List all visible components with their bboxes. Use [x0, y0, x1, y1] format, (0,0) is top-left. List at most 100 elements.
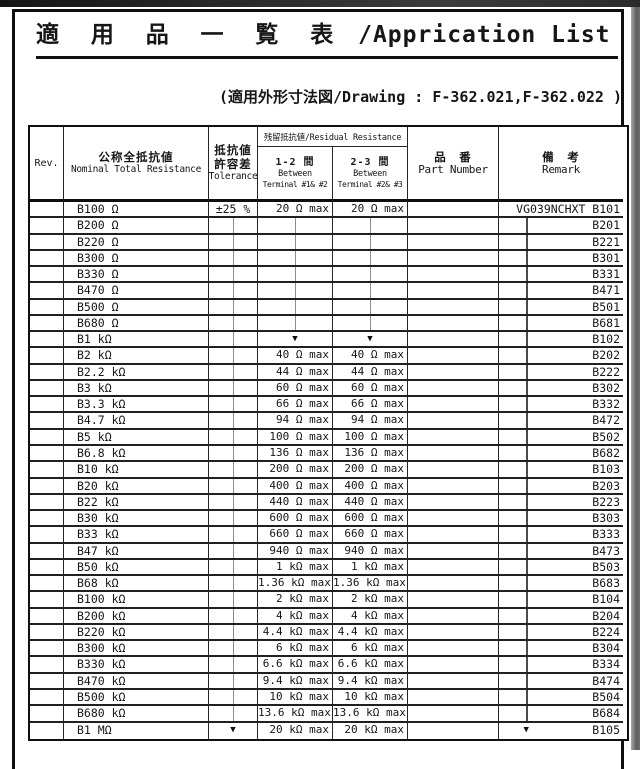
ditto-continuation-line — [526, 397, 528, 412]
residual-1-2-cell: 40 Ω max — [258, 348, 333, 365]
cell-value: 940 Ω max — [344, 543, 404, 557]
cell-value: B102 — [592, 332, 620, 347]
resistance-cell: B10 kΩ — [64, 462, 209, 479]
rev-cell — [30, 608, 64, 625]
part-number-cell — [408, 592, 499, 609]
cell-value: B5 kΩ — [77, 429, 112, 444]
cell-value: B470 kΩ — [77, 673, 126, 688]
ditto-continuation-line — [526, 624, 528, 640]
cell-value: B2 kΩ — [77, 348, 112, 363]
rev-cell — [30, 267, 64, 284]
cell-value: B10 kΩ — [77, 462, 119, 477]
tolerance-cell — [209, 559, 258, 577]
ditto-continuation-line — [370, 315, 371, 331]
ditto-continuation-line — [526, 299, 528, 314]
ditto-continuation-line — [526, 234, 528, 249]
residual-1-2-cell — [258, 218, 333, 235]
cell-value: VG039NCHXT B101 — [516, 202, 620, 216]
ditto-continuation-line — [526, 348, 528, 363]
tolerance-cell — [209, 315, 258, 333]
remark-cell: B682 — [499, 445, 623, 463]
cell-value: B500 Ω — [77, 299, 119, 314]
resistance-cell: B22 kΩ — [64, 494, 209, 512]
residual-2-3-cell: 600 Ω max — [333, 511, 408, 528]
header-between-1-2-en2: Terminal #1& #2 — [262, 179, 328, 189]
ditto-continuation-line — [526, 657, 528, 672]
resistance-cell: B6.8 kΩ — [64, 445, 209, 463]
cell-value: 2 kΩ max — [351, 592, 404, 606]
remark-cell: B333 — [499, 527, 623, 544]
cell-value: 400 Ω max — [269, 478, 329, 492]
header-tolerance: 抵抗値 許容差 Tolerance — [209, 127, 258, 202]
resistance-cell: B100 Ω — [64, 202, 209, 219]
remark-cell: B473 — [499, 543, 623, 560]
remark-cell: B683 — [499, 576, 623, 593]
residual-1-2-cell — [258, 267, 333, 284]
ditto-continuation-line — [233, 283, 234, 298]
header-between-2-3-en2: Terminal #2& #3 — [337, 179, 403, 189]
rev-cell — [30, 348, 64, 365]
cell-value: 13.6 kΩ max — [258, 706, 331, 720]
part-number-cell — [408, 511, 499, 528]
header-rev-label: Rev. — [34, 157, 59, 169]
ditto-continuation-line — [370, 267, 371, 282]
residual-1-2-cell: 4 kΩ max — [258, 608, 333, 625]
scan-right-edge — [631, 0, 640, 750]
cell-value: 4 kΩ max — [351, 608, 404, 622]
cell-value: B331 — [592, 267, 620, 282]
cell-value: B681 — [592, 315, 620, 330]
header-nominal-resistance: 公称全抵抗値 Nominal Total Resistance — [64, 127, 209, 202]
tolerance-cell — [209, 689, 258, 707]
resistance-cell: B68 kΩ — [64, 576, 209, 593]
cell-value: 6.6 kΩ max — [262, 657, 329, 671]
ditto-continuation-line — [233, 429, 234, 444]
cell-value: B201 — [592, 218, 620, 233]
cell-value: B68 kΩ — [77, 576, 119, 591]
ditto-continuation-line — [233, 397, 234, 412]
residual-2-3-cell: 94 Ω max — [333, 413, 408, 430]
tolerance-cell — [209, 364, 258, 381]
residual-1-2-cell: 6 kΩ max — [258, 641, 333, 658]
cell-value: B47 kΩ — [77, 543, 119, 558]
remark-cell: B224 — [499, 624, 623, 642]
cell-value: 1 kΩ max — [276, 559, 329, 573]
remark-cell: ▼ B105 — [499, 723, 623, 739]
remark-cell: B223 — [499, 494, 623, 512]
cell-value: B50 kΩ — [77, 559, 119, 574]
remark-cell: B301 — [499, 250, 623, 268]
tolerance-cell — [209, 592, 258, 609]
cell-value: 20 Ω max — [351, 202, 404, 215]
cell-value: B221 — [592, 234, 620, 249]
resistance-cell: B3.3 kΩ — [64, 397, 209, 414]
ditto-continuation-line — [233, 478, 234, 493]
cell-value: B330 Ω — [77, 267, 119, 282]
resistance-cell: B47 kΩ — [64, 543, 209, 560]
ditto-continuation-line — [526, 576, 528, 591]
cell-value: B334 — [592, 657, 620, 672]
down-arrow-end-icon: ▼ — [292, 334, 298, 345]
ditto-continuation-line — [526, 332, 528, 347]
rev-cell — [30, 283, 64, 300]
down-arrow-end-icon: ▼ — [367, 334, 373, 345]
residual-1-2-cell: 400 Ω max — [258, 478, 333, 495]
rev-cell — [30, 641, 64, 658]
tolerance-cell — [209, 445, 258, 463]
residual-1-2-cell: 20 Ω max — [258, 202, 333, 219]
cell-value: 4 kΩ max — [276, 608, 329, 622]
cell-value: B683 — [592, 576, 620, 591]
cell-value: 660 Ω max — [269, 527, 329, 541]
residual-2-3-cell: 6 kΩ max — [333, 641, 408, 658]
residual-1-2-cell: 44 Ω max — [258, 364, 333, 381]
header-part-number-jp: 品 番 — [434, 150, 472, 164]
resistance-cell: B300 Ω — [64, 250, 209, 268]
remark-cell: B221 — [499, 234, 623, 251]
ditto-continuation-line — [526, 608, 528, 623]
tolerance-cell — [209, 462, 258, 479]
residual-1-2-cell — [258, 315, 333, 333]
ditto-continuation-line — [526, 250, 528, 266]
cell-value: B20 kΩ — [77, 478, 119, 493]
cell-value: 660 Ω max — [344, 527, 404, 541]
part-number-cell — [408, 673, 499, 690]
rev-cell — [30, 299, 64, 316]
residual-1-2-cell: 200 Ω max — [258, 462, 333, 479]
